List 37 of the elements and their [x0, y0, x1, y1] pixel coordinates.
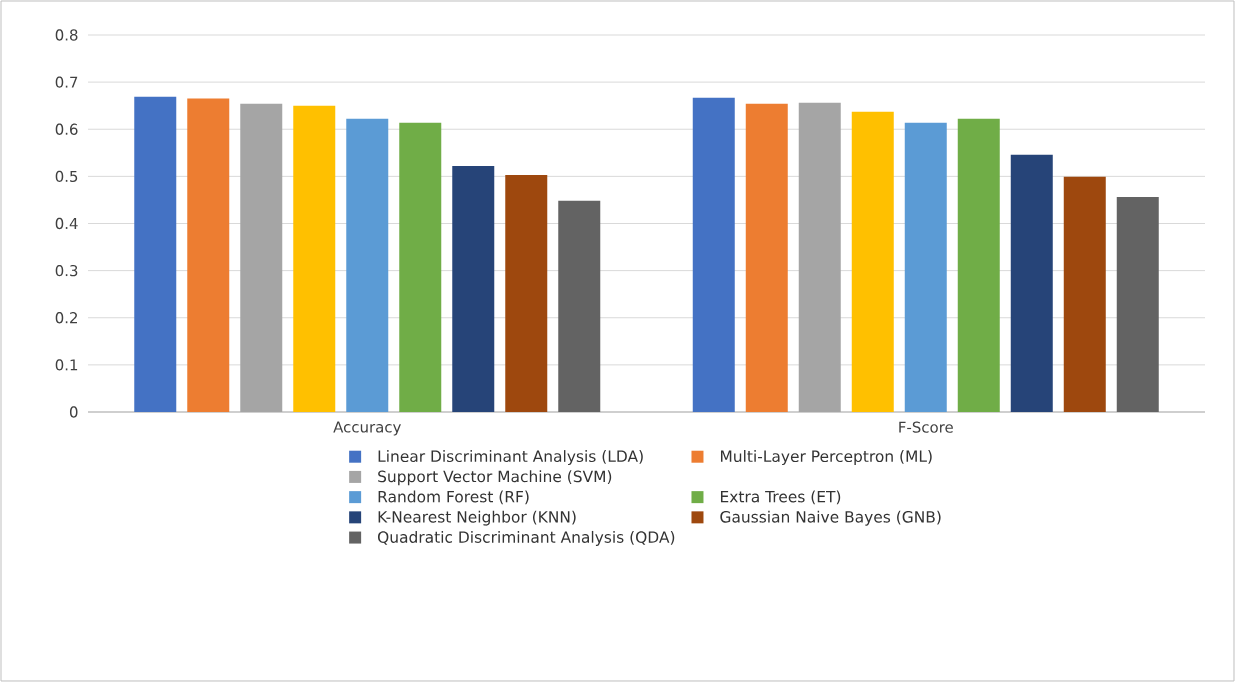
legend-label: K-Nearest Neighbor (KNN) [378, 510, 576, 526]
bar [240, 103, 283, 412]
y-tick-label: 0.5 [55, 170, 78, 183]
bar [558, 200, 601, 412]
legend-label: Extra Trees (ET) [720, 490, 841, 505]
x-tick-label: Accuracy [333, 421, 401, 436]
y-tick-label: 0.1 [55, 359, 78, 371]
legend-label: Random Forest (RF) [378, 490, 529, 505]
y-tick-label: 0.6 [55, 123, 78, 135]
bar [1010, 154, 1053, 412]
bar [904, 122, 947, 412]
x-tick-label: F-Score [899, 421, 953, 433]
bar [1063, 176, 1106, 412]
bar [798, 102, 841, 412]
legend-label: Multi-Layer Perceptron (ML) [720, 450, 932, 466]
y-tick-label: 0.3 [55, 264, 78, 277]
legend-label: Linear Discriminant Analysis (LDA) [378, 450, 643, 466]
bar [957, 118, 1000, 412]
bar [505, 174, 548, 412]
y-tick-label: 0.8 [55, 29, 78, 41]
bar [1116, 197, 1159, 412]
y-tick-label: 0.4 [55, 217, 78, 230]
legend-label: Quadratic Discriminant Analysis (QDA) [377, 530, 675, 546]
bar [399, 122, 442, 412]
bar [346, 118, 389, 412]
bar [452, 165, 495, 412]
y-tick-label: 0 [69, 406, 78, 418]
y-tick-label: 0.7 [55, 76, 78, 88]
bar [134, 96, 177, 412]
legend-label: Support Vector Machine (SVM) [378, 470, 612, 486]
bar [293, 105, 336, 412]
bar [187, 98, 230, 412]
bar [692, 97, 735, 412]
y-tick-label: 0.2 [55, 312, 77, 324]
legend-label: Gaussian Naive Bayes (GNB) [720, 510, 941, 526]
bar [851, 111, 894, 412]
bar [745, 103, 788, 412]
